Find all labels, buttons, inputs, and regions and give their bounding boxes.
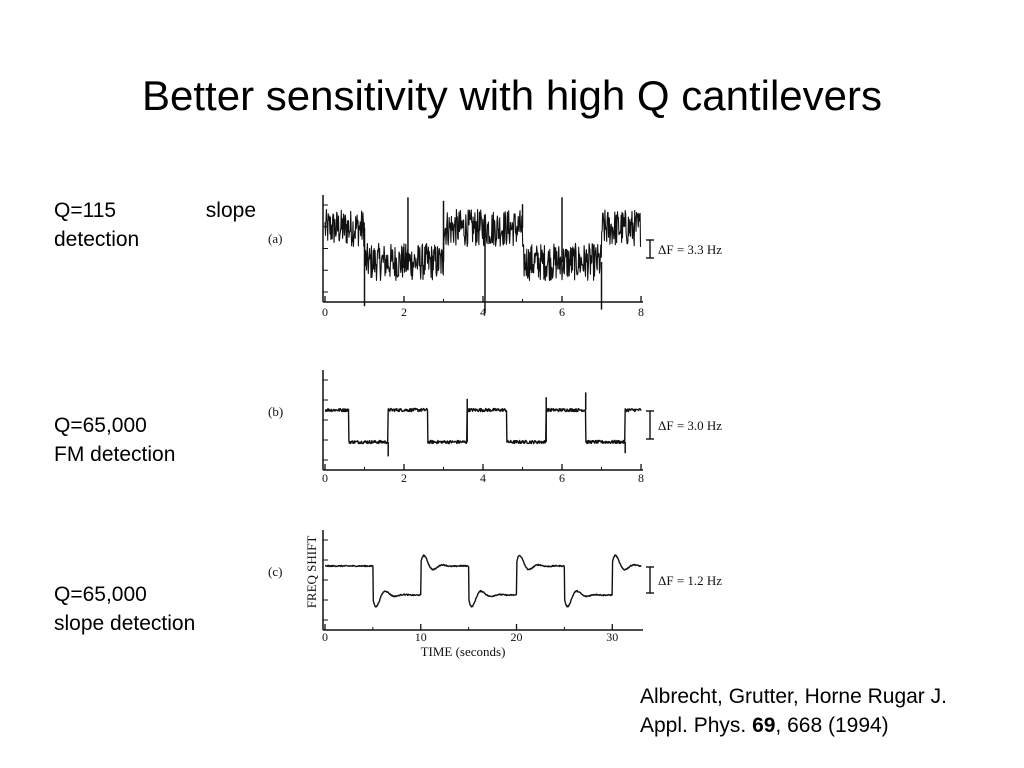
citation-volume: 69	[752, 714, 776, 737]
panel-b-trace	[324, 407, 642, 445]
condition-b-label: Q=65,000 FM detection	[54, 411, 175, 469]
panel-c-x-tick-label: 30	[606, 630, 618, 644]
panel-c-x-tick-label: 10	[415, 630, 427, 644]
panel-a-x-tick-label: 0	[322, 305, 328, 319]
panel-b-x-tick-label: 0	[322, 471, 328, 485]
panel-a-x-tick-label: 8	[638, 305, 644, 319]
condition-c-label: Q=65,000 slope detection	[54, 580, 195, 638]
panel-a-trace	[324, 208, 642, 282]
panel-a-scale-bar-label: ΔF = 3.3 Hz	[658, 242, 722, 257]
panel-b-x-tick-label: 8	[638, 471, 644, 485]
panel-a-x-tick-label: 4	[480, 305, 486, 319]
panel-b-x-tick-label: 4	[480, 471, 486, 485]
panel-b-x-tick-label: 6	[559, 471, 565, 485]
panel-a-x-tick-label: 2	[401, 305, 407, 319]
panel-b-x-tick-label: 2	[401, 471, 407, 485]
panel-c-y-axis-label: FREQ SHIFT	[304, 536, 319, 609]
condition-b-method: FM detection	[54, 443, 176, 466]
condition-c-method: slope detection	[54, 612, 196, 635]
panel-c-x-tick-label: 20	[511, 630, 523, 644]
condition-a-method-1: slope	[205, 199, 256, 222]
condition-a-method-2: detection	[54, 228, 140, 251]
panel-c-x-axis-label: TIME (seconds)	[421, 644, 506, 659]
panel-c-x-tick-label: 0	[322, 630, 328, 644]
panel-b-label: (b)	[268, 404, 283, 419]
citation: Albrecht, Grutter, Horne Rugar J. Appl. …	[640, 682, 947, 740]
citation-journal: Appl. Phys. 69, 668 (1994)	[640, 711, 947, 740]
panel-b-scale-bar-label: ΔF = 3.0 Hz	[658, 418, 722, 433]
condition-a-q: Q=115	[54, 199, 117, 222]
panel-a-label: (a)	[268, 231, 282, 246]
slide-title: Better sensitivity with high Q cantileve…	[142, 72, 882, 119]
citation-pages-year: , 668 (1994)	[775, 714, 889, 737]
panel-c-label: (c)	[268, 564, 282, 579]
condition-a-label: Q=115 slope detection	[54, 196, 256, 254]
condition-c-q: Q=65,000	[54, 583, 147, 606]
condition-b-q: Q=65,000	[54, 414, 147, 437]
panel-a-x-tick-label: 6	[559, 305, 565, 319]
citation-journal-name: Appl. Phys.	[640, 714, 753, 737]
panel-c-scale-bar-label: ΔF = 1.2 Hz	[658, 573, 722, 588]
citation-authors: Albrecht, Grutter, Horne Rugar J.	[640, 685, 947, 708]
panel-c-trace	[324, 554, 642, 608]
